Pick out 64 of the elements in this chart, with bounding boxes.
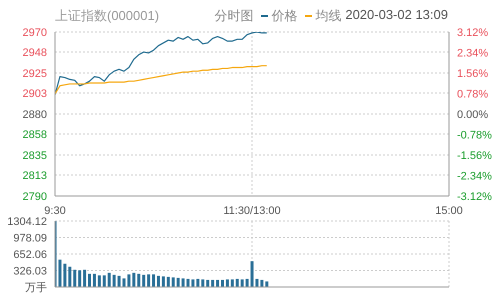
bar — [220, 280, 224, 287]
bar — [83, 270, 86, 287]
bar — [196, 278, 200, 287]
y-tick-label: 2835 — [22, 150, 47, 162]
text: 2020-03-02 13:09 — [345, 7, 448, 24]
y2-tick-label: 2.34% — [457, 48, 488, 60]
bar — [226, 279, 229, 287]
bar — [152, 274, 156, 287]
legend-label: 均线 — [315, 7, 342, 25]
y-tick-label: 652.06 — [13, 249, 47, 261]
y2-tick-label: 1.56% — [457, 68, 488, 80]
bar — [58, 260, 62, 287]
line-series — [55, 32, 268, 96]
bar — [98, 275, 101, 287]
legend-title: 分时图 — [214, 7, 254, 25]
bar — [92, 274, 96, 287]
y-tick-label: 2948 — [22, 47, 47, 60]
bar — [147, 274, 150, 287]
legend-label: 价格 — [271, 7, 298, 25]
bar — [260, 280, 264, 287]
bar — [250, 261, 254, 287]
y-tick-label: 2790 — [22, 191, 47, 203]
x-tick-label: 11:30/13:00 — [223, 205, 281, 217]
bar — [78, 270, 82, 287]
line-series — [55, 65, 268, 95]
y2-tick-label: 0.78% — [457, 88, 488, 100]
bar — [211, 280, 214, 287]
bar — [132, 272, 136, 287]
bar — [265, 281, 268, 287]
bar — [246, 278, 249, 287]
chart-title: 上证指数(000001) — [55, 7, 160, 25]
y2-tick-label: -1.56% — [457, 150, 492, 162]
bar — [63, 264, 66, 287]
x-tick-label: 15:00 — [435, 205, 463, 217]
bar — [127, 274, 130, 287]
y-tick-label: 978.09 — [13, 232, 47, 244]
y-tick-label: 326.03 — [13, 266, 47, 278]
y-tick-label: 2858 — [22, 129, 47, 142]
bar — [162, 276, 165, 287]
y2-tick-label: -0.78% — [457, 130, 492, 142]
y2-tick-label: 3.12% — [457, 27, 488, 39]
bar — [176, 278, 180, 287]
y-tick-label: 2880 — [22, 109, 47, 121]
y-tick-label: 1304.12 — [7, 216, 47, 228]
bar — [122, 278, 126, 287]
bar — [191, 279, 194, 287]
y-tick-label: 2813 — [22, 170, 47, 182]
bar — [156, 276, 160, 287]
bar — [88, 274, 92, 287]
bar — [112, 274, 116, 287]
bar — [230, 279, 234, 287]
bar — [182, 278, 185, 287]
bar — [118, 276, 121, 287]
y-tick-label: 万手 — [25, 281, 47, 294]
x-tick-label: 9:30 — [44, 205, 66, 217]
y2-tick-label: -3.12% — [457, 191, 492, 203]
y2-tick-label: -2.34% — [457, 170, 492, 182]
bar — [186, 278, 190, 287]
y-tick-label: 2903 — [22, 88, 47, 100]
y-tick-label: 2925 — [22, 68, 47, 80]
bar — [255, 278, 258, 287]
y-tick-label: 2970 — [22, 27, 47, 39]
y2-tick-label: 0.00% — [457, 109, 488, 121]
bar — [216, 280, 220, 287]
